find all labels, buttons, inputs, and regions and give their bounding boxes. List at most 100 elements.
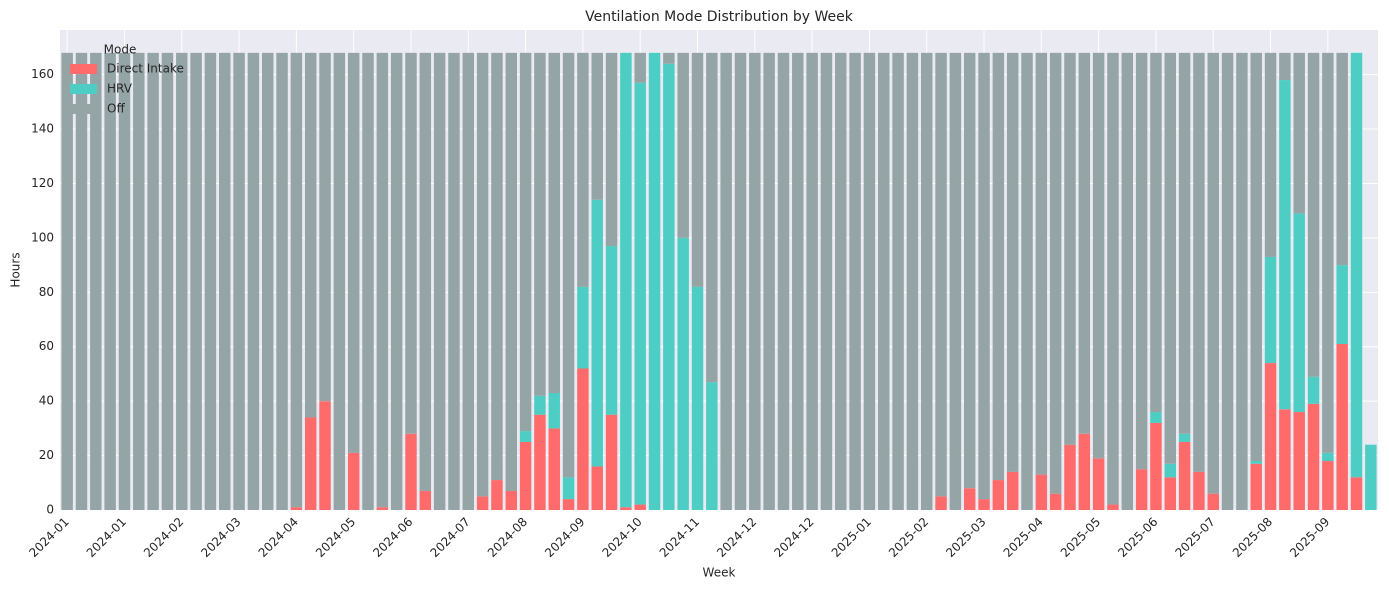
bar-segment	[1264, 52, 1277, 257]
bar-segment	[978, 52, 990, 500]
bar-segment	[1322, 461, 1334, 510]
bar-segment	[534, 395, 546, 415]
x-tick-label: 2024-05	[313, 515, 358, 560]
y-tick-label: 60	[39, 339, 54, 353]
bar-segment	[204, 52, 217, 510]
bars	[61, 52, 1377, 511]
bar-segment	[562, 477, 575, 500]
y-tick-label: 140	[31, 122, 54, 136]
x-axis-label: Week	[703, 566, 736, 580]
bar-segment	[1006, 52, 1019, 472]
bar-segment	[1293, 213, 1305, 413]
bar-segment	[233, 52, 245, 510]
bar-segment	[462, 52, 475, 510]
bar-segment	[706, 382, 718, 510]
x-tick-label: 2025-04	[1001, 515, 1046, 560]
x-tick-label: 2024-04	[256, 515, 301, 560]
bar-segment	[405, 52, 417, 434]
bar-segment	[1250, 461, 1262, 464]
bar-segment	[491, 480, 503, 510]
x-tick-label: 2025-09	[1287, 515, 1332, 560]
bar-segment	[448, 52, 460, 510]
y-tick-label: 40	[39, 394, 54, 408]
bar-segment	[806, 52, 818, 510]
bar-segment	[1264, 363, 1277, 510]
bar-segment	[677, 52, 689, 238]
bar-segment	[1049, 493, 1062, 510]
bar-segment	[1350, 477, 1363, 510]
bar-segment	[1178, 52, 1191, 434]
chart-title: Ventilation Mode Distribution by Week	[585, 9, 854, 25]
bar-segment	[347, 52, 360, 453]
bar-segment	[1035, 474, 1048, 510]
bar-segment	[333, 52, 346, 510]
bar-segment	[290, 52, 303, 508]
bar-segment	[261, 52, 274, 510]
bar-segment	[390, 52, 403, 510]
bar-segment	[519, 441, 532, 510]
bar-segment	[1236, 52, 1248, 510]
bar-segment	[304, 417, 317, 510]
bar-segment	[61, 52, 73, 510]
bar-segment	[247, 52, 260, 510]
bar-segment	[878, 52, 890, 510]
bar-segment	[376, 52, 389, 508]
bar-segment	[1107, 504, 1119, 510]
bar-segment	[1135, 52, 1148, 470]
bar-segment	[648, 52, 661, 510]
bar-segment	[634, 52, 646, 83]
bar-segment	[1365, 444, 1377, 510]
bar-segment	[176, 52, 188, 510]
bar-segment	[362, 52, 374, 510]
bar-segment	[663, 63, 675, 511]
bar-segment	[1207, 52, 1219, 494]
bar-segment	[1279, 409, 1291, 510]
bar-segment	[1293, 52, 1305, 214]
bar-segment	[577, 368, 589, 510]
bar-segment	[1021, 52, 1033, 510]
x-tick-label: 2025-02	[886, 515, 931, 560]
bar-segment	[1064, 444, 1076, 510]
x-tick-label: 2025-05	[1058, 515, 1103, 560]
bar-segment	[1221, 52, 1234, 510]
bar-segment	[161, 52, 174, 510]
legend-swatch	[70, 84, 97, 94]
bar-segment	[792, 52, 804, 510]
bar-segment	[634, 504, 646, 510]
x-tick-label: 2025-07	[1172, 515, 1217, 560]
bar-segment	[476, 496, 489, 510]
bar-segment	[505, 52, 518, 491]
x-tick-label: 2025-08	[1230, 515, 1275, 560]
x-tick-label: 2024-10	[599, 515, 644, 560]
bar-segment	[1307, 403, 1320, 510]
bar-segment	[663, 52, 675, 64]
bar-segment	[491, 52, 503, 481]
legend-swatch	[70, 104, 97, 114]
y-tick-label: 160	[31, 67, 54, 81]
legend-label: Off	[107, 102, 125, 116]
bar-segment	[620, 52, 632, 508]
bar-segment	[1307, 376, 1320, 404]
bar-segment	[1164, 477, 1177, 510]
x-tick-label: 2024-02	[141, 515, 186, 560]
x-tick-label: 2024-08	[485, 515, 530, 560]
x-tick-label: 2025-01	[829, 515, 874, 560]
bar-segment	[978, 499, 990, 510]
bar-segment	[519, 52, 532, 432]
bar-segment	[605, 414, 618, 510]
bar-segment	[90, 52, 102, 510]
bar-segment	[949, 52, 962, 510]
bar-segment	[534, 414, 546, 510]
bar-segment	[534, 52, 546, 396]
bar-segment	[777, 52, 790, 510]
bar-segment	[749, 52, 761, 510]
bar-segment	[605, 246, 618, 415]
bar-segment	[1078, 433, 1091, 510]
bar-segment	[734, 52, 747, 510]
x-tick-label: 2024-01	[26, 515, 71, 560]
bar-segment	[835, 52, 847, 510]
bar-segment	[605, 52, 618, 247]
bar-segment	[706, 52, 718, 383]
bar-segment	[591, 52, 603, 200]
bar-segment	[1193, 52, 1205, 472]
